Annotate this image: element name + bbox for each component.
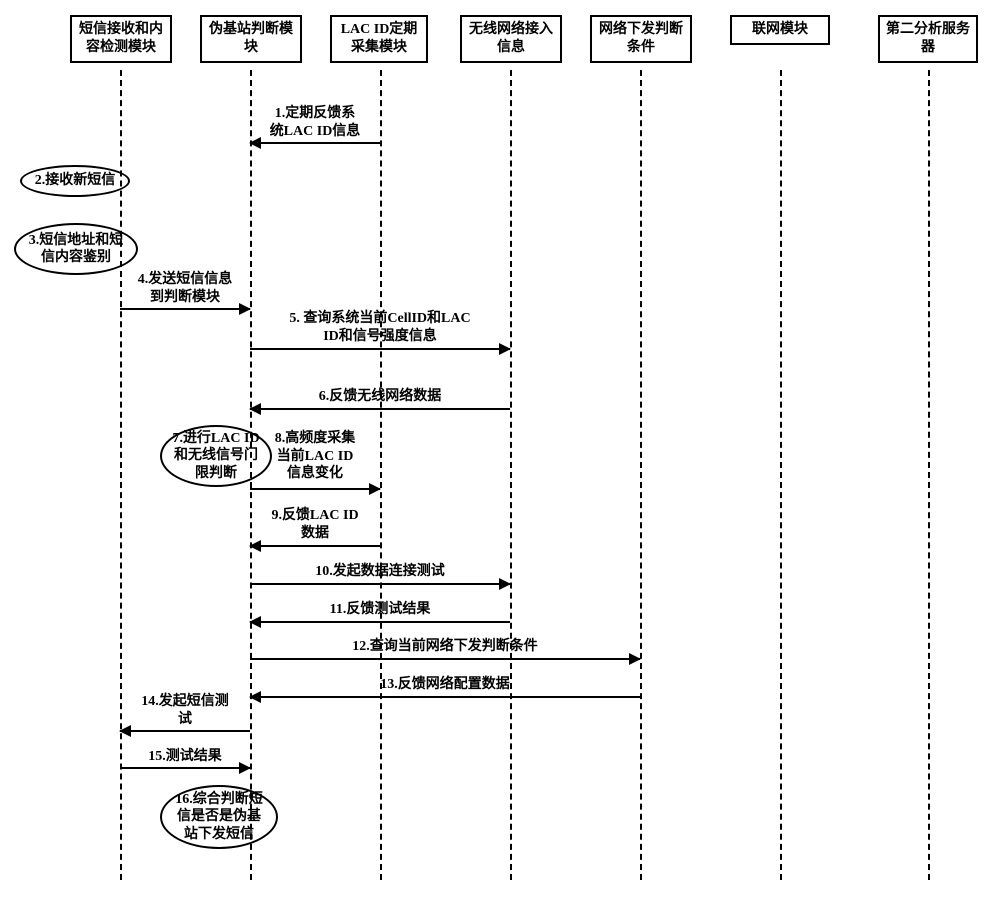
message-arrow-1 [250, 142, 380, 144]
message-arrow-11 [250, 621, 510, 623]
self-event-3: 3.短信地址和短 信内容鉴别 [14, 223, 138, 275]
message-arrow-9 [250, 545, 380, 547]
message-arrow-8 [250, 488, 380, 490]
message-arrow-12 [250, 658, 640, 660]
message-arrow-14 [120, 730, 250, 732]
message-arrow-15 [120, 767, 250, 769]
message-arrow-5 [250, 348, 510, 350]
self-event-2: 2.接收新短信 [20, 165, 130, 197]
message-label-14: 14.发起短信测 试 [120, 693, 250, 728]
message-label-11: 11.反馈测试结果 [250, 601, 510, 619]
participant-p5: 网络下发判断 条件 [590, 15, 692, 63]
message-arrow-6 [250, 408, 510, 410]
participant-p3: LAC ID定期 采集模块 [330, 15, 428, 63]
self-event-7: 7.进行LAC ID 和无线信号门 限判断 [160, 425, 272, 487]
participant-p7: 第二分析服务 器 [878, 15, 978, 63]
message-label-10: 10.发起数据连接测试 [250, 563, 510, 581]
message-label-4: 4.发送短信信息 到判断模块 [120, 271, 250, 306]
self-event-16: 16.综合判断短 信是否是伪基 站下发短信 [160, 785, 278, 849]
message-label-6: 6.反馈无线网络数据 [250, 388, 510, 406]
participant-p1: 短信接收和内 容检测模块 [70, 15, 172, 63]
message-label-12: 12.查询当前网络下发判断条件 [250, 638, 640, 656]
participant-p6: 联网模块 [730, 15, 830, 45]
message-label-15: 15.测试结果 [120, 748, 250, 766]
lifeline-p3 [380, 70, 382, 880]
message-arrow-10 [250, 583, 510, 585]
message-label-9: 9.反馈LAC ID 数据 [250, 507, 380, 542]
sequence-diagram: 短信接收和内 容检测模块伪基站判断模 块 LAC ID定期 采集模块无线网络接入 … [10, 10, 990, 887]
participant-p4: 无线网络接入 信息 [460, 15, 562, 63]
message-arrow-13 [250, 696, 640, 698]
participant-p2: 伪基站判断模 块 [200, 15, 302, 63]
lifeline-p4 [510, 70, 512, 880]
message-label-1: 1.定期反馈系 统LAC ID信息 [250, 105, 380, 140]
lifeline-p5 [640, 70, 642, 880]
lifeline-p6 [780, 70, 782, 880]
message-arrow-4 [120, 308, 250, 310]
lifeline-p7 [928, 70, 930, 880]
message-label-5: 5. 查询系统当前CellID和LAC ID和信号强度信息 [250, 310, 510, 345]
message-label-13: 13.反馈网络配置数据 [250, 676, 640, 694]
